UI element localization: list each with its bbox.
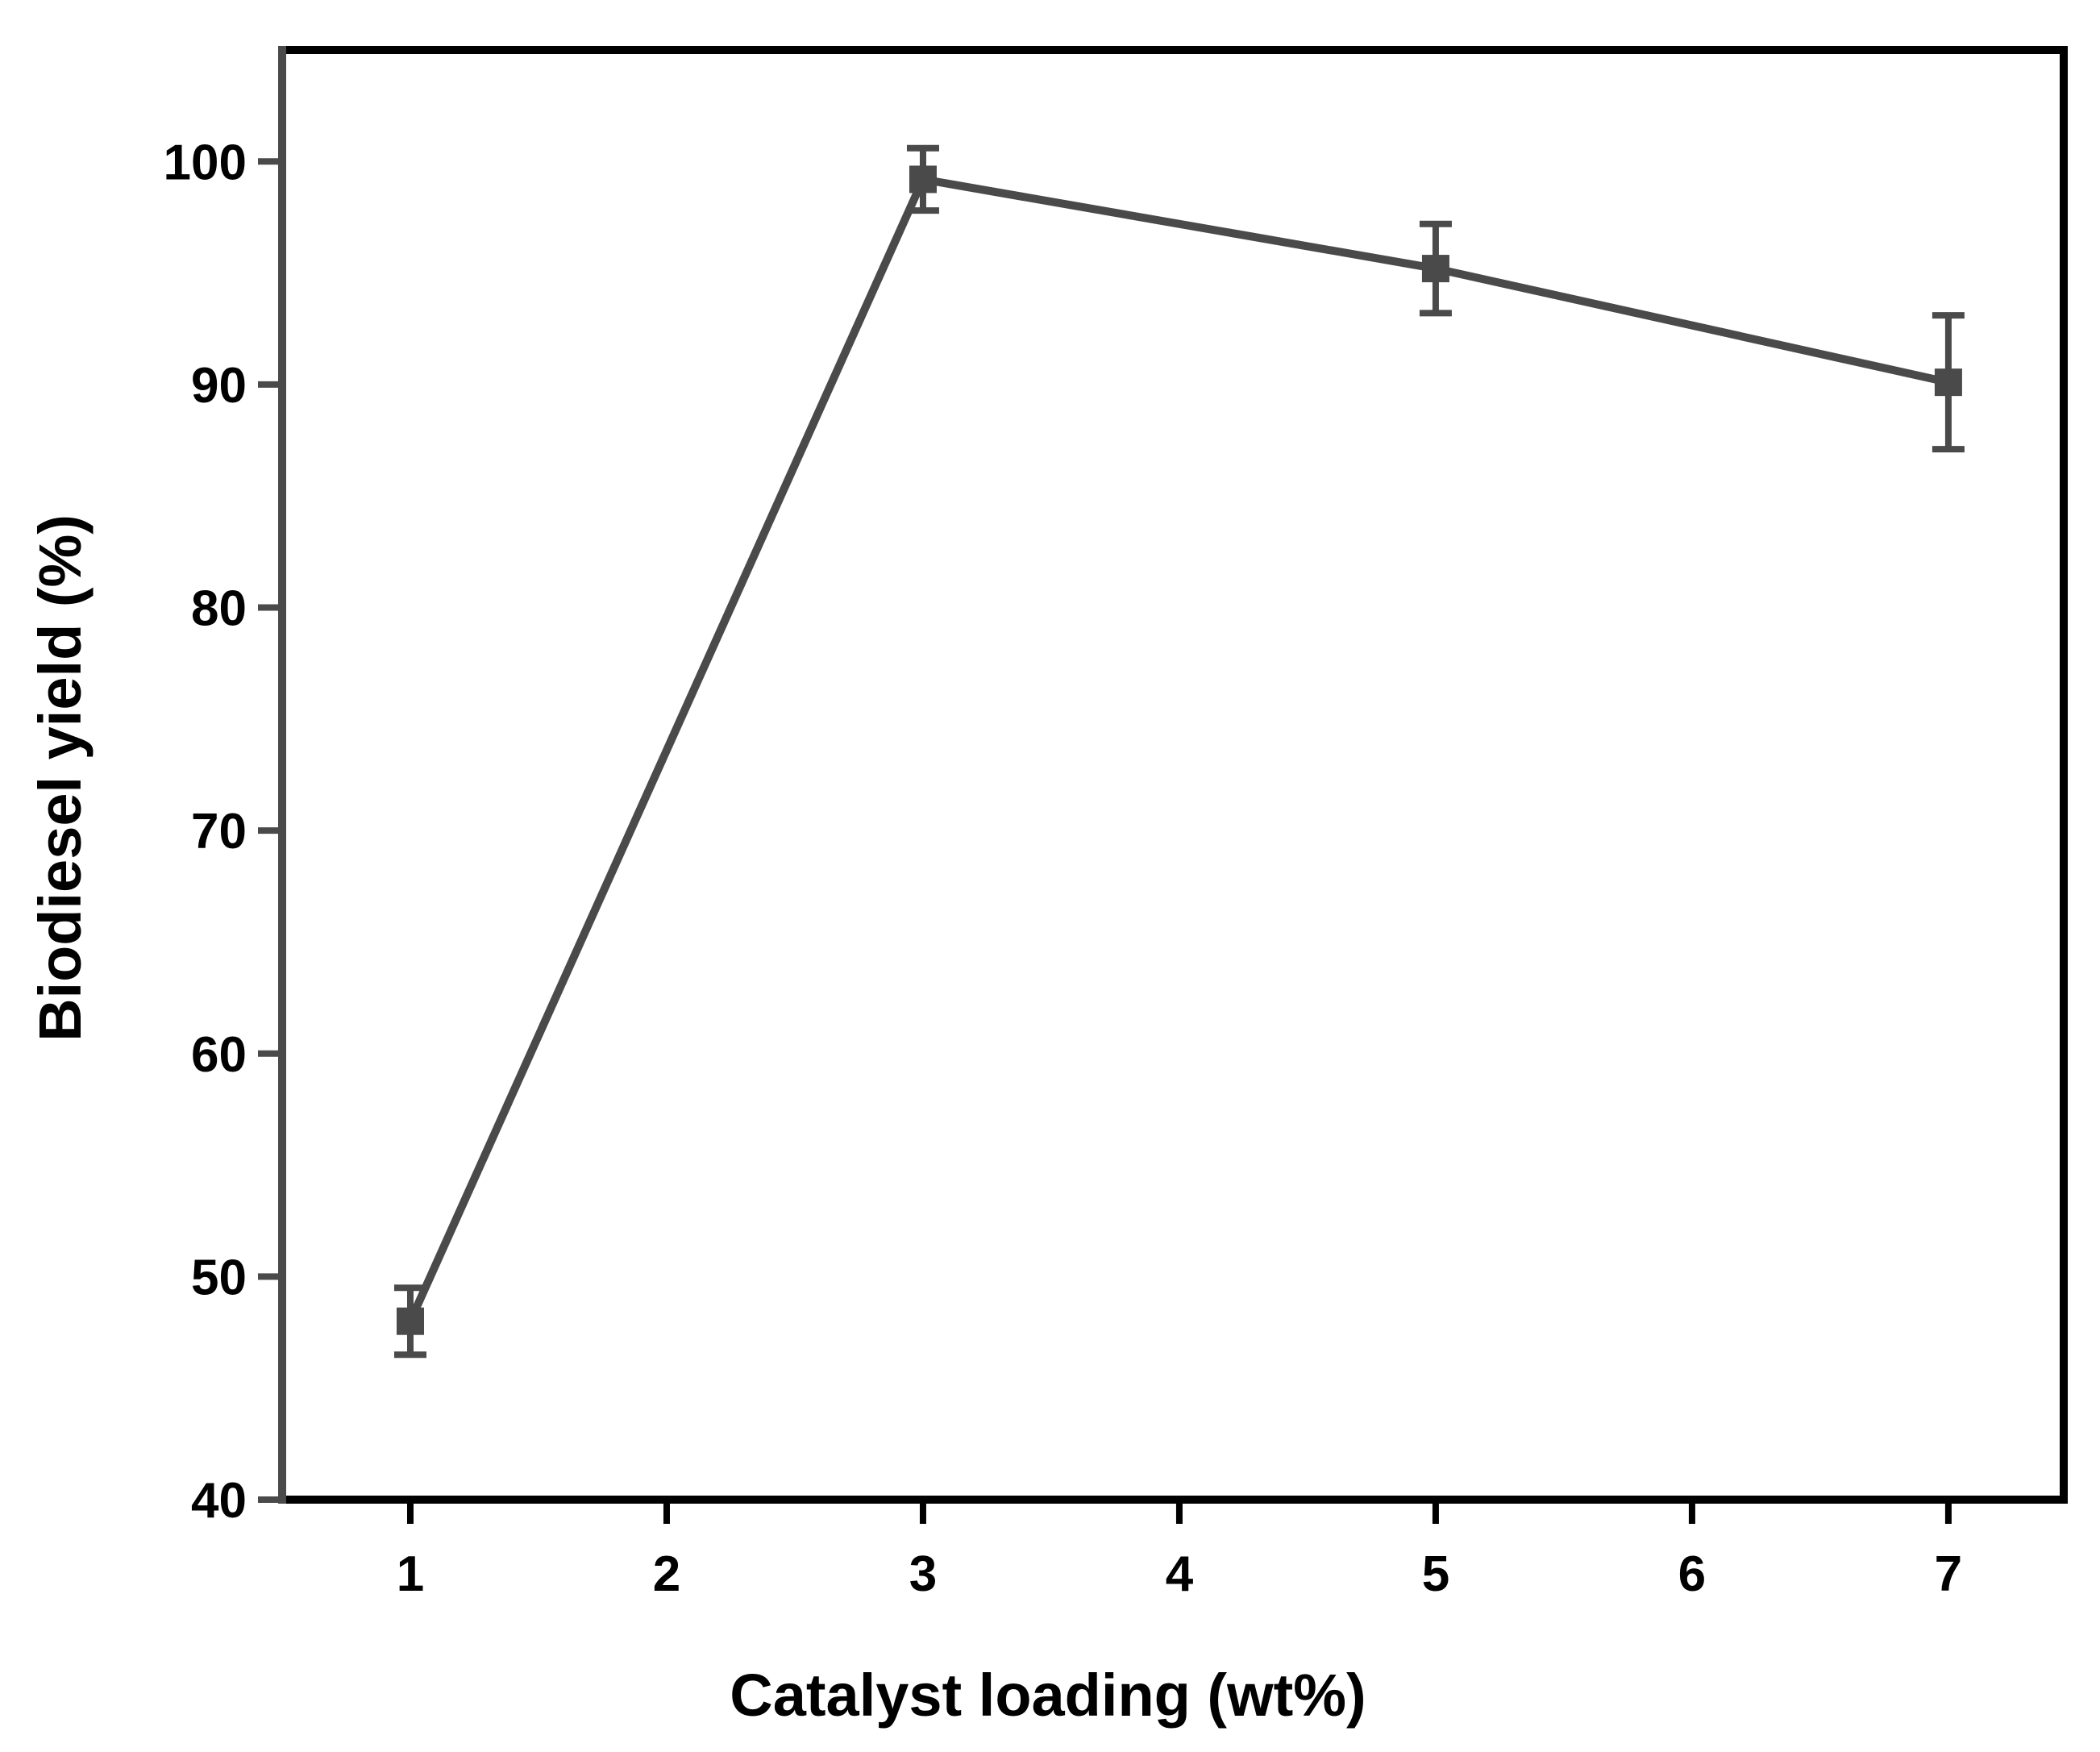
y-tick-label: 40: [191, 1473, 247, 1529]
y-tick-label: 50: [191, 1250, 247, 1305]
x-tick-label: 1: [397, 1546, 424, 1602]
y-tick-label: 90: [191, 358, 247, 414]
x-axis-title: Catalyst loading (wt%): [730, 1662, 1366, 1729]
x-tick-label: 5: [1422, 1546, 1449, 1602]
x-tick-label: 4: [1166, 1546, 1194, 1602]
y-tick-label: 80: [191, 581, 247, 637]
x-tick-label: 2: [653, 1546, 680, 1602]
series-line: [406, 175, 1949, 1323]
y-axis-title: Biodiesel yield (%): [27, 514, 94, 1042]
ticks-layer: 40 50 60 70 80 90 100 1 2 3 4 5 6 7: [164, 135, 1963, 1602]
y-tick-label: 100: [164, 135, 247, 190]
data-point-marker: [909, 165, 937, 194]
data-point-marker: [1421, 255, 1449, 283]
x-tick-label: 3: [909, 1546, 937, 1602]
x-tick-label: 7: [1935, 1546, 1962, 1602]
data-point-marker: [1934, 368, 1962, 397]
plot-frame-layer: [278, 46, 2068, 1504]
x-tick-label: 6: [1678, 1546, 1706, 1602]
series-layer: [393, 144, 1965, 1359]
data-point-marker: [396, 1307, 424, 1335]
y-tick-label: 60: [191, 1027, 247, 1083]
y-tick-label: 70: [191, 804, 247, 859]
